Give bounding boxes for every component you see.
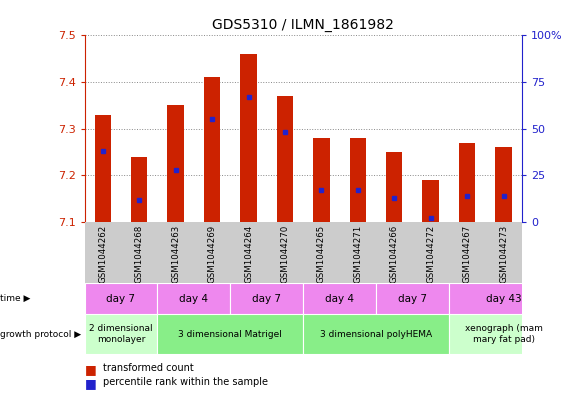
Text: GSM1044264: GSM1044264 xyxy=(244,225,253,283)
Text: 3 dimensional polyHEMA: 3 dimensional polyHEMA xyxy=(320,330,432,338)
Text: day 7: day 7 xyxy=(107,294,135,304)
Text: day 43: day 43 xyxy=(486,294,521,304)
Bar xyxy=(449,314,558,354)
Bar xyxy=(350,138,366,222)
Text: GSM1044266: GSM1044266 xyxy=(390,225,399,283)
Bar xyxy=(423,180,439,222)
Bar xyxy=(496,147,512,222)
Bar xyxy=(157,314,303,354)
Text: GSM1044262: GSM1044262 xyxy=(99,225,107,283)
Bar xyxy=(157,283,230,314)
Text: day 4: day 4 xyxy=(325,294,354,304)
Bar xyxy=(204,77,220,222)
Bar xyxy=(303,314,449,354)
Bar xyxy=(459,143,475,222)
Text: ■: ■ xyxy=(85,376,96,390)
Bar xyxy=(449,283,558,314)
Text: xenograph (mam
mary fat pad): xenograph (mam mary fat pad) xyxy=(465,324,543,344)
Bar xyxy=(94,115,111,222)
Bar xyxy=(277,96,293,222)
Bar xyxy=(376,283,449,314)
Text: time ▶: time ▶ xyxy=(0,294,30,303)
Text: GSM1044269: GSM1044269 xyxy=(208,225,216,283)
Bar xyxy=(85,314,157,354)
Text: GSM1044270: GSM1044270 xyxy=(280,225,289,283)
Bar xyxy=(303,283,376,314)
Bar xyxy=(313,138,329,222)
Text: GSM1044271: GSM1044271 xyxy=(353,225,362,283)
Text: GSM1044263: GSM1044263 xyxy=(171,225,180,283)
Text: GSM1044272: GSM1044272 xyxy=(426,225,435,283)
Bar xyxy=(167,105,184,222)
Text: GSM1044265: GSM1044265 xyxy=(317,225,326,283)
Bar xyxy=(85,283,157,314)
Title: GDS5310 / ILMN_1861982: GDS5310 / ILMN_1861982 xyxy=(212,18,394,31)
Bar xyxy=(131,157,147,222)
Text: 3 dimensional Matrigel: 3 dimensional Matrigel xyxy=(178,330,282,338)
Text: day 4: day 4 xyxy=(180,294,208,304)
Text: day 7: day 7 xyxy=(252,294,281,304)
Text: GSM1044268: GSM1044268 xyxy=(135,225,143,283)
Text: day 7: day 7 xyxy=(398,294,427,304)
Text: 2 dimensional
monolayer: 2 dimensional monolayer xyxy=(89,324,153,344)
Text: ■: ■ xyxy=(85,363,96,376)
Bar xyxy=(240,54,257,222)
Text: growth protocol ▶: growth protocol ▶ xyxy=(0,330,81,338)
Bar xyxy=(386,152,402,222)
Bar xyxy=(230,283,303,314)
Text: percentile rank within the sample: percentile rank within the sample xyxy=(103,377,268,387)
Text: transformed count: transformed count xyxy=(103,363,194,373)
Text: GSM1044267: GSM1044267 xyxy=(463,225,472,283)
Text: GSM1044273: GSM1044273 xyxy=(499,225,508,283)
